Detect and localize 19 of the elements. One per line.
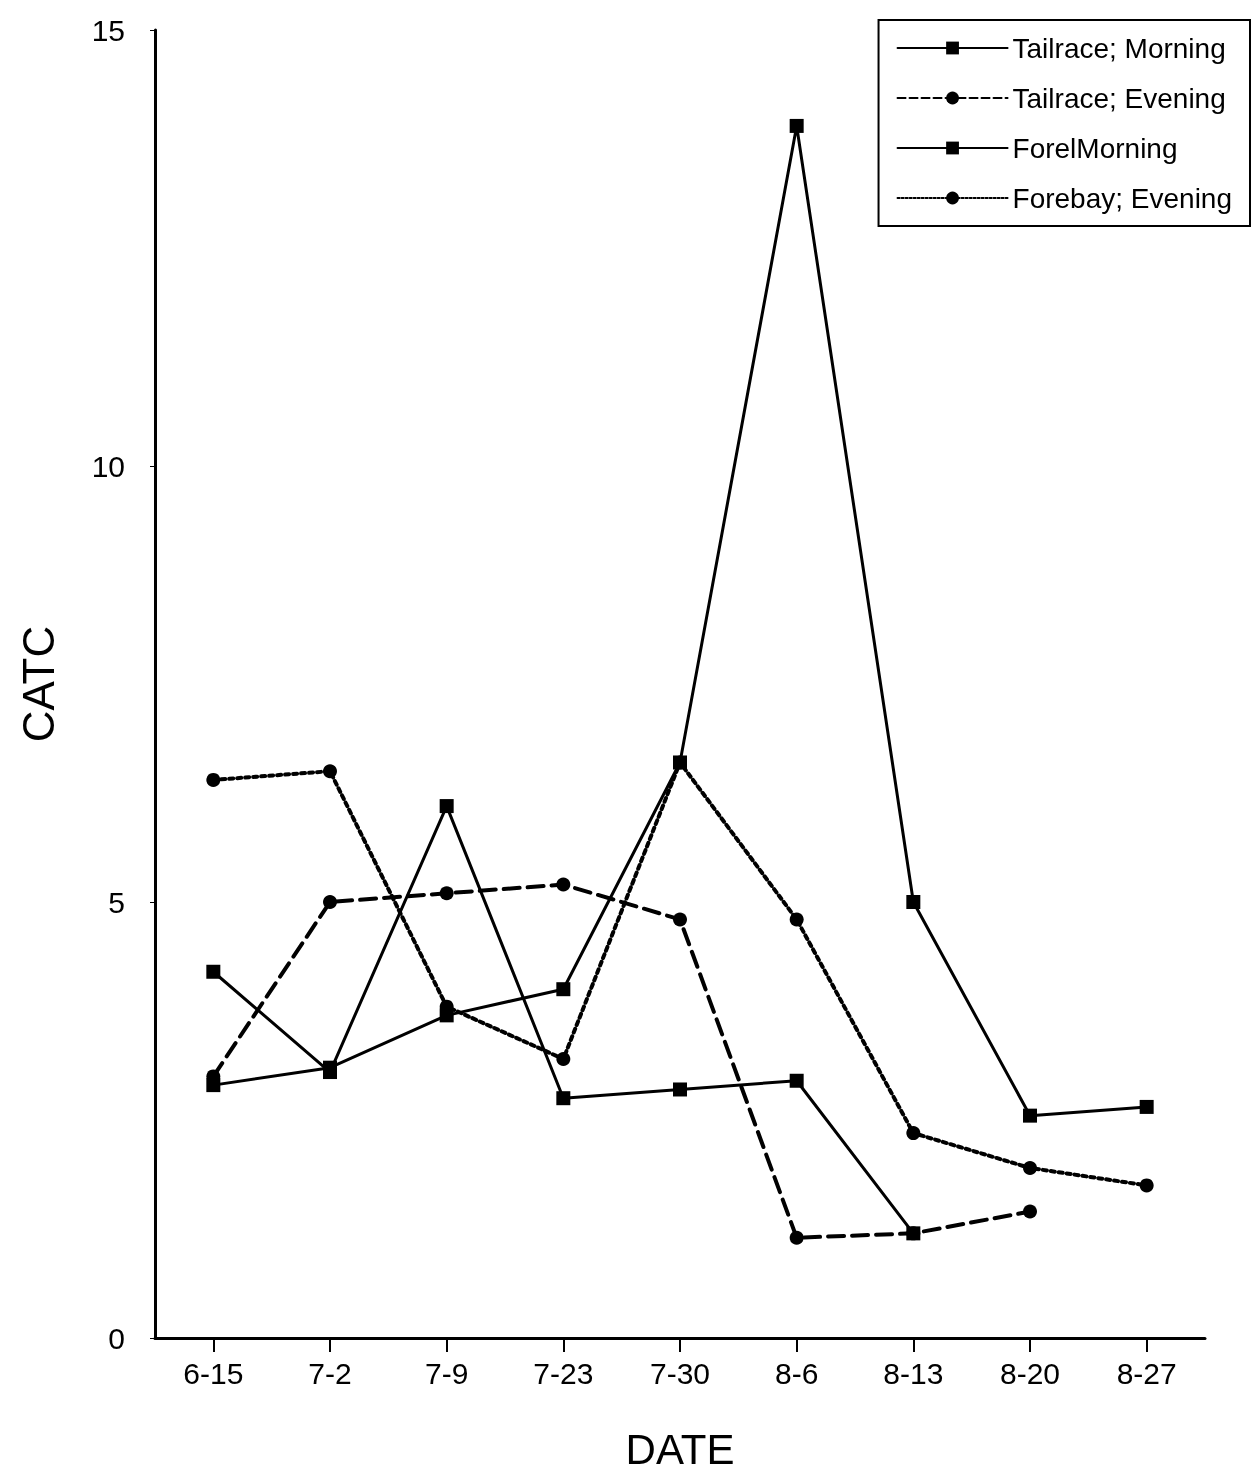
- x-tick-label: 7-9: [424, 1356, 469, 1390]
- legend-label: ForelMorning: [1012, 132, 1178, 164]
- x-tick-label: 8-20: [999, 1356, 1061, 1390]
- x-tick-label: 8-6: [774, 1356, 819, 1390]
- y-tick-label: 5: [108, 885, 125, 919]
- x-tick-label: 7-23: [533, 1356, 594, 1390]
- x-tick-label: 6-15: [183, 1356, 244, 1390]
- legend-label: Forebay; Evening: [1012, 182, 1233, 214]
- x-axis-title: DATE: [625, 1425, 735, 1473]
- y-tick-label: 10: [91, 449, 125, 483]
- x-tick-label: 7-30: [649, 1356, 711, 1390]
- x-tick-label: 8-27: [1116, 1356, 1177, 1390]
- legend-label: Tailrace; Morning: [1012, 32, 1226, 64]
- y-tick-label: 15: [91, 13, 125, 47]
- x-tick-label: 7-2: [308, 1356, 352, 1390]
- x-tick-label: 8-13: [883, 1356, 944, 1390]
- y-axis-title: CATC: [13, 625, 63, 743]
- y-tick-label: 0: [108, 1321, 125, 1355]
- legend-label: Tailrace; Evening: [1012, 82, 1226, 114]
